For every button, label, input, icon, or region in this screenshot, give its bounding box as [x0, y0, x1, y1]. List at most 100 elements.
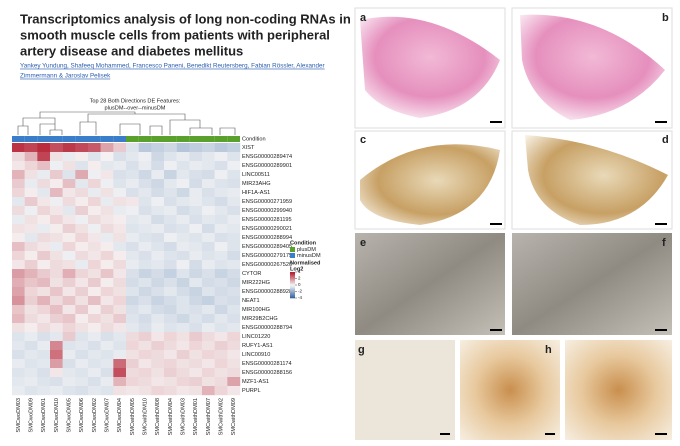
heatmap-cell — [113, 296, 127, 306]
author-line[interactable]: Yankey Yundung, Shafeeq Mohammed, France… — [20, 63, 325, 70]
heatmap-cell — [100, 260, 114, 270]
heatmap-cell — [100, 161, 114, 171]
heatmap-cell — [214, 206, 228, 216]
heatmap-cell — [227, 233, 241, 243]
condition-cell — [126, 136, 139, 142]
heatmap-cell — [75, 305, 89, 315]
heatmap-cell — [100, 215, 114, 225]
row-label: ENSG00000288156 — [242, 370, 292, 376]
heatmap-cell — [100, 377, 114, 387]
heatmap-cell — [214, 350, 228, 360]
heatmap-cell — [37, 242, 51, 252]
heatmap-cell — [126, 278, 139, 288]
heatmap-cell — [50, 251, 63, 261]
heatmap-cell — [151, 188, 165, 198]
heatmap-cell — [189, 143, 203, 153]
row-label: ENSG00000290021 — [242, 226, 292, 232]
heatmap-cell — [50, 143, 63, 153]
heatmap-cell — [126, 368, 139, 378]
heatmap-cell — [75, 341, 89, 351]
heatmap-cell — [189, 251, 203, 261]
heatmap-cell — [227, 251, 241, 261]
heatmap-cell — [75, 296, 89, 306]
heatmap-cell — [176, 386, 190, 396]
heatmap-cell — [214, 368, 228, 378]
heatmap-cell — [138, 314, 152, 324]
heatmap-cell — [50, 377, 63, 387]
heatmap-cell — [176, 359, 190, 369]
condition-label: Condition — [242, 136, 266, 142]
heatmap-cell — [24, 233, 38, 243]
heatmap-cell — [75, 224, 89, 234]
heatmap-cell — [88, 305, 101, 315]
heatmap-cell — [227, 152, 241, 162]
heatmap-cell — [37, 359, 51, 369]
heatmap-cell — [62, 233, 76, 243]
heatmap-cell — [37, 377, 51, 387]
condition-cell — [138, 136, 152, 142]
heatmap-cell — [202, 341, 215, 351]
heatmap-cell — [227, 386, 241, 396]
heatmap-cell — [138, 377, 152, 387]
heatmap-cell — [126, 269, 139, 279]
row-label: ENSG00000271959 — [242, 199, 292, 205]
heatmap-cell — [113, 260, 127, 270]
heatmap-cell — [75, 350, 89, 360]
heatmap-cell — [126, 251, 139, 261]
condition-cell — [62, 136, 76, 142]
heatmap-cell — [113, 215, 127, 225]
panel-g — [355, 340, 455, 440]
author-line[interactable]: Zimmermann & Jaroslav Pelisek — [20, 73, 111, 80]
heatmap-cell — [24, 323, 38, 333]
heatmap-cell — [164, 332, 177, 342]
heatmap-cell — [37, 368, 51, 378]
heatmap-cell — [202, 305, 215, 315]
heatmap-cell — [126, 386, 139, 396]
heatmap-cell — [214, 170, 228, 180]
panel-e — [355, 233, 505, 335]
heatmap-cell — [100, 296, 114, 306]
heatmap-cell — [24, 278, 38, 288]
column-label: SMCwoDM09 — [28, 398, 34, 433]
scale-tick-label: 0 — [298, 282, 301, 287]
scale-step — [290, 273, 295, 275]
heatmap-cell — [189, 332, 203, 342]
heatmap-cell — [164, 170, 177, 180]
heatmap-cell — [138, 260, 152, 270]
heatmap-cell — [37, 161, 51, 171]
heatmap-cell — [37, 152, 51, 162]
heatmap-cell — [227, 242, 241, 252]
heatmap-cell — [151, 179, 165, 189]
column-label: SMCwoDM03 — [16, 398, 22, 433]
heatmap-cell — [50, 287, 63, 297]
heatmap-cell — [37, 224, 51, 234]
heatmap-cell — [100, 179, 114, 189]
heatmap-cell — [113, 359, 127, 369]
heatmap-cell — [164, 359, 177, 369]
heatmap-cell — [62, 152, 76, 162]
heatmap-cell — [50, 323, 63, 333]
heatmap-cell — [62, 242, 76, 252]
heatmap-cell — [138, 161, 152, 171]
heatmap-cell — [24, 269, 38, 279]
heatmap-cell — [12, 161, 25, 171]
heatmap-cell — [37, 260, 51, 270]
heatmap-cell — [176, 188, 190, 198]
column-label: SMCwoDM10 — [54, 398, 60, 433]
heatmap-cell — [214, 224, 228, 234]
heatmap-cell — [113, 368, 127, 378]
heatmap-cell — [50, 341, 63, 351]
heatmap-cell — [37, 188, 51, 198]
heatmap-cell — [24, 197, 38, 207]
heatmap-cell — [227, 350, 241, 360]
heatmap-cell — [113, 287, 127, 297]
heatmap-cell — [37, 332, 51, 342]
heatmap-cell — [189, 341, 203, 351]
legend-label: minusDM — [297, 253, 321, 259]
heatmap-cell — [164, 287, 177, 297]
heatmap-cell — [88, 350, 101, 360]
heatmap-cell — [100, 386, 114, 396]
heatmap-cell — [176, 314, 190, 324]
heatmap-cell — [88, 323, 101, 333]
heatmap-cell — [24, 179, 38, 189]
